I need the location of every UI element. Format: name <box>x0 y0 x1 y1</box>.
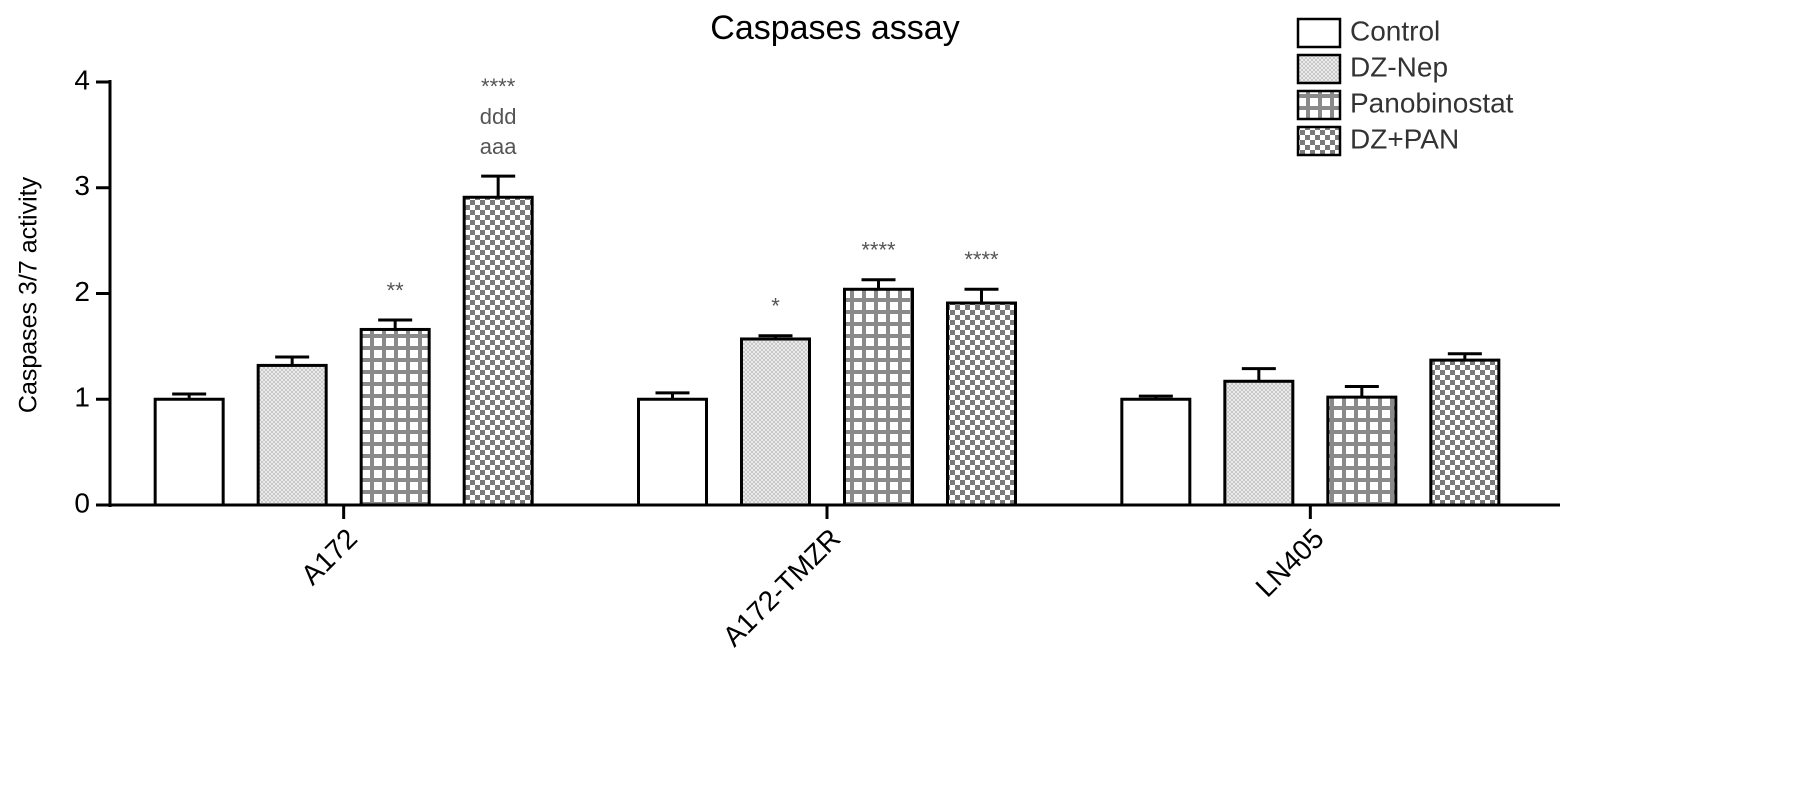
y-tick-label: 3 <box>74 170 90 201</box>
error-bar <box>275 355 310 366</box>
x-tick-label: A172 <box>295 523 363 591</box>
bar <box>462 195 534 507</box>
error-bar <box>378 318 413 330</box>
y-tick-label: 1 <box>74 382 90 413</box>
legend-label: Control <box>1350 15 1440 46</box>
error-bar <box>1344 385 1379 398</box>
legend-swatch <box>1296 89 1342 121</box>
legend-swatch <box>1296 125 1342 157</box>
significance-label: **** <box>481 74 516 99</box>
legend-swatch <box>1296 53 1342 85</box>
x-tick-label: LN405 <box>1250 523 1330 603</box>
chart-title: Caspases assay <box>710 9 959 47</box>
bar <box>637 397 708 507</box>
bar <box>1429 358 1501 507</box>
y-tick-label: 0 <box>74 487 90 518</box>
significance-label: * <box>771 294 780 319</box>
y-tick-label: 4 <box>74 64 90 95</box>
significance-label: ** <box>387 278 405 303</box>
bar <box>256 363 328 507</box>
y-tick-label: 2 <box>74 276 90 307</box>
error-bar <box>1138 394 1173 400</box>
error-bar <box>758 334 793 339</box>
legend-label: Panobinostat <box>1350 87 1514 118</box>
significance-label: ddd <box>480 104 517 129</box>
legend-label: DZ-Nep <box>1350 51 1448 82</box>
bar <box>359 327 431 507</box>
error-bar <box>172 392 207 400</box>
bar <box>843 287 914 507</box>
legend-label: DZ+PAN <box>1350 123 1459 154</box>
bar <box>1223 379 1295 507</box>
bar <box>153 397 225 507</box>
y-axis-label: Caspases 3/7 activity <box>15 176 43 413</box>
bar <box>946 301 1017 507</box>
error-bar <box>655 391 690 400</box>
bar <box>740 337 811 507</box>
legend-swatch <box>1296 17 1342 49</box>
significance-label: **** <box>964 247 999 272</box>
error-bar <box>1447 352 1482 361</box>
error-bar <box>481 174 516 198</box>
x-tick-label: A172-TMZR <box>717 523 847 653</box>
error-bar <box>964 287 999 304</box>
bar <box>1120 397 1192 507</box>
error-bar <box>1241 367 1276 382</box>
significance-label: **** <box>861 238 896 263</box>
significance-label: aaa <box>480 134 517 159</box>
bar <box>1326 395 1398 507</box>
error-bar <box>861 278 896 290</box>
